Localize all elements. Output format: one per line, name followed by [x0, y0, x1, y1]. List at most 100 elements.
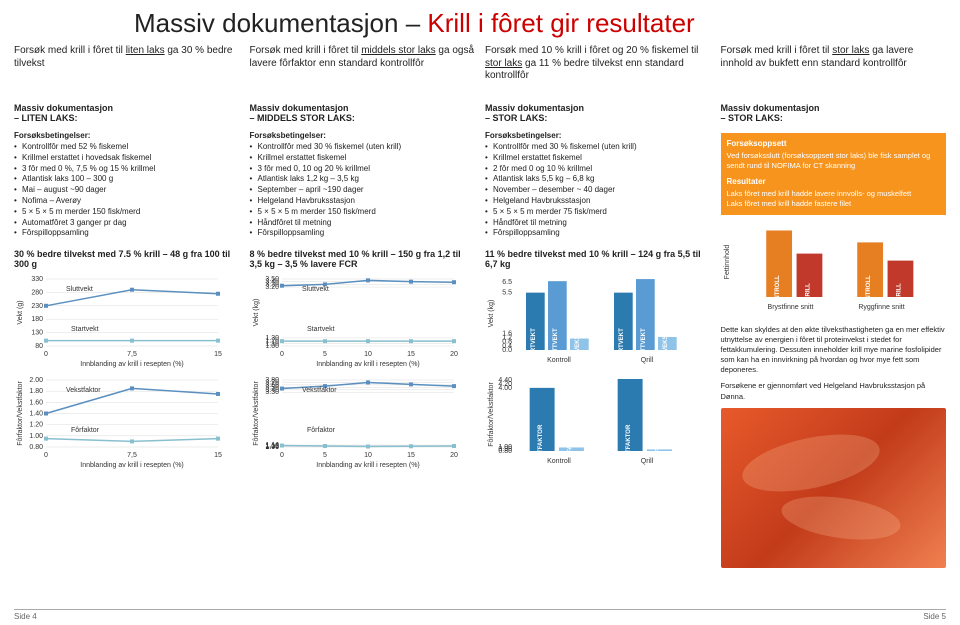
bullet-item: Helgeland Havbruksstasjon — [485, 196, 711, 207]
svg-text:Fôrfaktor/Vekstfaktor: Fôrfaktor/Vekstfaktor — [17, 381, 24, 446]
svg-text:Ryggfinne snitt: Ryggfinne snitt — [858, 304, 904, 311]
svg-text:0.80: 0.80 — [29, 444, 43, 451]
bullets-2: Kontrollfôr med 30 % fiskemel (uten kril… — [250, 142, 476, 239]
svg-text:Vekstfaktor: Vekstfaktor — [302, 387, 337, 394]
svg-text:Fôrfaktor/Vekstfaktor: Fôrfaktor/Vekstfaktor — [253, 381, 260, 446]
svg-text:5: 5 — [323, 351, 327, 358]
svg-text:TILVEKST: TILVEKST — [663, 332, 669, 361]
chart-3a: 0.00.40.81.21.65.56.5Vekt (kg)STARTVEKTS… — [485, 273, 711, 368]
page-title: Massiv dokumentasjon – Krill i fôret gir… — [134, 8, 946, 39]
bullet-item: Atlantisk laks 5,5 kg – 6,8 kg — [485, 174, 711, 185]
bullet-item: Fôrspilloppsamling — [250, 228, 476, 239]
bethead-3: Forsøksbetingelser: — [485, 131, 711, 140]
col-2: Forsøk med krill i fôret til middels sto… — [250, 45, 476, 568]
footer-left: Side 4 — [14, 612, 37, 621]
svg-text:15: 15 — [407, 351, 415, 358]
svg-text:Sluttvekt: Sluttvekt — [302, 286, 329, 293]
bar-chart-fat: FettinnholdKONTROLLKRILLKONTROLLKRILLBry… — [721, 223, 931, 313]
svg-text:330: 330 — [31, 276, 43, 283]
svg-text:1.30: 1.30 — [265, 335, 279, 342]
svg-text:1.80: 1.80 — [29, 388, 43, 395]
svg-text:230: 230 — [31, 303, 43, 310]
svg-text:Qrill: Qrill — [641, 458, 654, 465]
svg-text:10: 10 — [364, 351, 372, 358]
svg-text:5.5: 5.5 — [502, 290, 512, 297]
bullet-item: November – desember ~ 40 dager — [485, 185, 711, 196]
chart-3b: 0.800.901.004.004.204.40Fôrfaktor/Vekstf… — [485, 374, 711, 469]
svg-text:130: 130 — [31, 330, 43, 337]
svg-text:20: 20 — [450, 452, 458, 459]
bullet-item: Krillmel erstattet i hovedsak fiskemel — [14, 153, 240, 164]
svg-text:1.60: 1.60 — [29, 400, 43, 407]
svg-text:10: 10 — [364, 452, 372, 459]
bullet-item: Krillmel erstattet fiskemel — [485, 153, 711, 164]
svg-text:Kontroll: Kontroll — [547, 458, 571, 465]
svg-text:15: 15 — [214, 452, 222, 459]
bullet-item: 5 × 5 × 5 m merder 75 fisk/merd — [485, 207, 711, 218]
svg-text:Fôrfaktor: Fôrfaktor — [307, 427, 336, 434]
footer-right: Side 5 — [923, 612, 946, 621]
svg-text:Sluttvekt: Sluttvekt — [66, 286, 93, 293]
bullet-item: Mai – august ~90 dager — [14, 185, 240, 196]
svg-text:Innblanding av krill i resepte: Innblanding av krill i resepten (%) — [80, 361, 184, 368]
col-4: Forsøk med krill i fôret til stor laks g… — [721, 45, 947, 568]
svg-text:0: 0 — [280, 351, 284, 358]
svg-text:2.00: 2.00 — [29, 377, 43, 384]
svg-text:VEKSTFAKTOR: VEKSTFAKTOR — [538, 424, 544, 469]
svg-text:5: 5 — [323, 452, 327, 459]
svg-text:7,5: 7,5 — [127, 452, 137, 459]
bullet-item: September – april ~190 dager — [250, 185, 476, 196]
svg-text:1.14: 1.14 — [265, 442, 279, 449]
columns: Forsøk med krill i fôret til liten laks … — [14, 45, 946, 568]
orange-box: Forsøksoppsett Ved forsøksslutt (forsøks… — [721, 133, 947, 215]
svg-text:Innblanding av krill i resepte: Innblanding av krill i resepten (%) — [316, 361, 420, 368]
chart-2a: 1.001.101.201.303.203.303.403.5005101520… — [250, 273, 476, 368]
bullet-item: 5 × 5 × 5 m merder 150 fisk/merd — [14, 207, 240, 218]
svg-text:1.00: 1.00 — [29, 433, 43, 440]
svg-text:80: 80 — [35, 343, 43, 350]
line-chart-2b: 1.061.081.101.121.143.303.403.503.603.70… — [250, 374, 460, 469]
svg-text:1.40: 1.40 — [29, 411, 43, 418]
krill-photo — [721, 408, 947, 568]
svg-text:280: 280 — [31, 290, 43, 297]
svg-text:FÔRFAKTOR: FÔRFAKTOR — [653, 428, 661, 466]
svg-text:STARTVEKT: STARTVEKT — [531, 328, 537, 364]
dochead-3: Massiv dokumentasjon – STOR LAKS: — [485, 103, 711, 123]
bullet-item: 5 × 5 × 5 m merder 150 fisk/merd — [250, 207, 476, 218]
svg-text:Fôrfaktor/Vekstfaktor: Fôrfaktor/Vekstfaktor — [488, 382, 495, 447]
para-1: Dette kan skyldes at den økte tilvekstha… — [721, 325, 947, 376]
bar-chart-3a: 0.00.40.81.21.65.56.5Vekt (kg)STARTVEKTS… — [485, 273, 695, 368]
page: Massiv dokumentasjon – Krill i fôret gir… — [0, 0, 960, 625]
bullet-item: 3 fôr med 0, 10 og 20 % krillmel — [250, 164, 476, 175]
svg-text:15: 15 — [214, 351, 222, 358]
svg-text:Innblanding av krill i resepte: Innblanding av krill i resepten (%) — [316, 462, 420, 469]
svg-text:1.6: 1.6 — [502, 330, 512, 337]
line-chart-2a: 1.001.101.201.303.203.303.403.5005101520… — [250, 273, 460, 368]
title-part-a: Massiv dokumentasjon — [134, 8, 398, 38]
svg-text:7,5: 7,5 — [127, 351, 137, 358]
svg-text:Fettinnhold: Fettinnhold — [724, 244, 731, 279]
lead-1: Forsøk med krill i fôret til liten laks … — [14, 45, 240, 93]
svg-text:180: 180 — [31, 316, 43, 323]
bullet-item: Krillmel erstattet fiskemel — [250, 153, 476, 164]
para-2: Forsøkene er gjennomført ved Helgeland H… — [721, 381, 947, 401]
svg-text:1.00: 1.00 — [498, 444, 512, 451]
lead-4: Forsøk med krill i fôret til stor laks g… — [721, 45, 947, 93]
svg-text:15: 15 — [407, 452, 415, 459]
resulthead-2: 8 % bedre tilvekst med 10 % krill – 150 … — [250, 249, 476, 269]
bullet-item: Atlantisk laks 1,2 kg – 3,5 kg — [250, 174, 476, 185]
bethead-1: Forsøksbetingelser: — [14, 131, 240, 140]
svg-text:20: 20 — [450, 351, 458, 358]
svg-text:Brystfinne snitt: Brystfinne snitt — [767, 304, 813, 311]
bethead-2: Forsøksbetingelser: — [250, 131, 476, 140]
svg-text:Kontroll: Kontroll — [547, 357, 571, 364]
resulthead-3: 11 % bedre tilvekst med 10 % krill – 124… — [485, 249, 711, 269]
bullet-item: Fôrspilloppsamling — [14, 228, 240, 239]
chart-4: FettinnholdKONTROLLKRILLKONTROLLKRILLBry… — [721, 223, 947, 313]
chart-2b: 1.061.081.101.121.143.303.403.503.603.70… — [250, 374, 476, 469]
svg-text:Startvekt: Startvekt — [71, 326, 99, 333]
svg-text:Vekt (kg): Vekt (kg) — [488, 300, 495, 328]
bullet-item: Kontrollfôr med 30 % fiskemel (uten kril… — [250, 142, 476, 153]
svg-text:Innblanding av krill i resepte: Innblanding av krill i resepten (%) — [80, 462, 184, 469]
footer: Side 4 Side 5 — [14, 605, 946, 621]
